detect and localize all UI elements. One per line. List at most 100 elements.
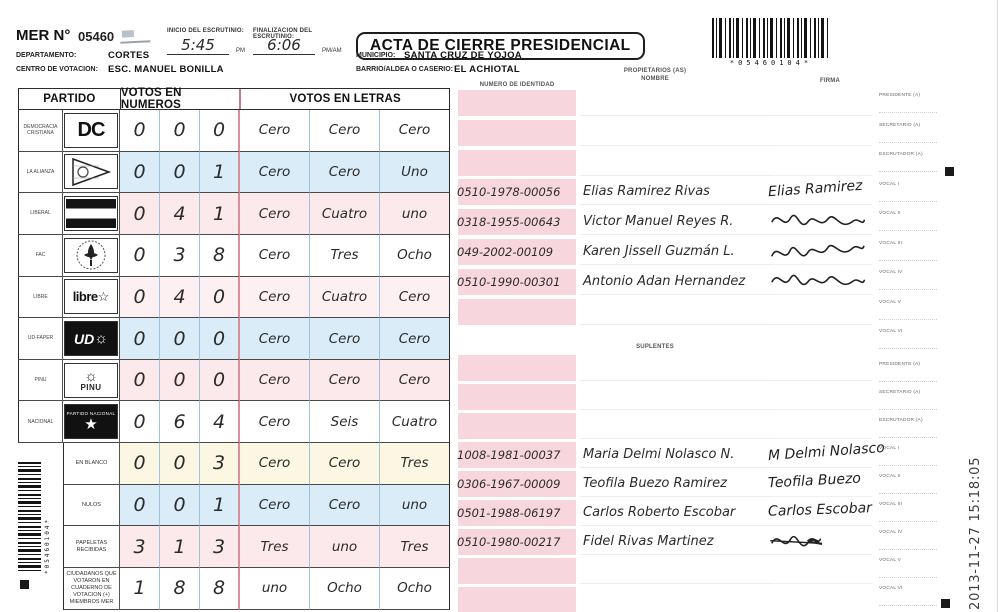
departamento-label: DEPARTAMENTO:	[16, 52, 77, 59]
handwritten-number: 0	[212, 285, 226, 308]
role-signature-line	[879, 591, 937, 606]
signature-scribble	[769, 529, 834, 561]
handwritten-number: 0	[133, 285, 146, 308]
handwritten-word: Cero	[328, 372, 361, 389]
handwritten-word: Cero	[328, 163, 361, 180]
id-box	[458, 442, 576, 468]
votes-word-cell: Ocho	[380, 568, 450, 610]
votes-number-cell: 8	[200, 234, 240, 277]
handwritten-word: Ocho	[397, 247, 432, 264]
handwritten-number: 1	[133, 577, 146, 600]
signature-scribble	[769, 267, 866, 301]
dc-logo: DC	[64, 112, 118, 148]
handwritten-number: 0	[133, 494, 146, 517]
role-label-vocal-i: VOCAL I	[879, 446, 937, 466]
votes-number-cell: 0	[160, 359, 200, 402]
handwritten-number: 0	[133, 119, 146, 142]
role-label-text: PRESIDENTE (A)	[879, 93, 921, 98]
member-name: Maria Delmi Nolasco N.	[583, 447, 735, 462]
name-line	[580, 558, 772, 584]
role-signature-line	[879, 507, 937, 522]
firma-line	[772, 587, 872, 612]
firma-line	[772, 120, 872, 146]
party-label: LA ALIANZA	[18, 151, 63, 194]
handwritten-word: Tres	[330, 247, 359, 264]
handwritten-word: Cero	[398, 330, 431, 347]
id-box	[458, 179, 576, 206]
role-signature-line	[879, 187, 937, 202]
votes-number-cell: 0	[160, 151, 200, 194]
votes-word-cell: uno	[380, 193, 450, 235]
fin-suffix: PM/AM	[322, 48, 342, 54]
votes-number-cell: 4	[160, 276, 200, 319]
votes-word-cell: uno	[240, 568, 310, 610]
firma-header: FIRMA	[820, 78, 840, 84]
role-label-text: SECRETARIO (A)	[879, 390, 921, 395]
libre-star-logo: libre ☆	[64, 279, 118, 315]
party-label: NACIONAL	[18, 401, 63, 444]
liberal-flag	[66, 199, 116, 229]
handwritten-number: 4	[173, 202, 186, 225]
votes-number-cell: 0	[120, 443, 160, 485]
role-label-text: VOCAL VI	[879, 329, 903, 334]
id-box	[458, 298, 576, 325]
handwritten-word: Cuatro	[321, 288, 368, 305]
votes-number-cell: 0	[200, 110, 240, 152]
id-column-header: NUMERO DE IDENTIDAD	[479, 82, 555, 88]
page-title: ACTA DE CIERRE PRESIDENCIAL	[356, 32, 645, 60]
handwritten-number: 0	[212, 369, 226, 392]
firma-line	[772, 529, 872, 555]
role-label-vocal-iv: VOCAL IV	[879, 270, 937, 290]
votes-number-cell: 4	[160, 193, 200, 235]
handwritten-word: Cero	[398, 288, 431, 305]
handwritten-word: Cero	[328, 455, 361, 472]
role-label-text: VOCAL III	[879, 240, 903, 246]
role-label-vocal-i: VOCAL I	[879, 182, 937, 202]
handwritten-number: 6	[173, 410, 186, 433]
votes-number-cell: 0	[120, 110, 160, 152]
role-label-vocal-v: VOCAL V	[879, 300, 937, 320]
suplentes-header: SUPLENTES	[636, 344, 674, 350]
votes-number-cell: 1	[160, 526, 200, 569]
handwritten-number: 0	[212, 327, 226, 350]
party-label: UD-FAPER	[18, 318, 63, 360]
role-label-vocal-ii: VOCAL II	[879, 474, 937, 494]
votes-number-cell: 4	[200, 401, 240, 444]
handwritten-number: 3	[133, 535, 146, 558]
table-header-row: PARTIDO VOTOS EN NUMEROS VOTOS EN LETRAS	[18, 87, 450, 111]
votes-number-cell: 0	[200, 276, 240, 319]
row-label: EN BLANCO	[63, 443, 120, 485]
role-signature-line	[879, 563, 937, 578]
firma-line	[772, 179, 872, 206]
party-label: LIBERAL	[18, 193, 63, 235]
votes-word-cell: Cero	[240, 234, 310, 277]
table-row: LIBRE libre ☆ 0 4 0 Cero Cuatro Cero	[18, 276, 450, 319]
votes-number-cell: 0	[120, 234, 160, 277]
role-label-text: ESCRUTADOR (A)	[879, 418, 923, 423]
table-row: LIBERAL 0 4 1 Cero Cuatro uno	[18, 193, 450, 235]
votes-word-cell: Cuatro	[310, 276, 380, 319]
role-signature-line	[879, 334, 937, 349]
name-line	[580, 413, 772, 439]
table-row: NACIONAL PARTIDO NACIONAL ★ 0 6 4 Cero Seis Cuat…	[18, 401, 450, 444]
propietarios-header: PROPIETARIOS (AS)	[623, 68, 687, 74]
name-line	[580, 179, 772, 206]
handwritten-word: Cuatro	[321, 205, 368, 222]
handwritten-number: 1	[212, 160, 226, 183]
firma-line	[772, 239, 872, 265]
role-signature-line	[879, 157, 937, 172]
member-name: Antonio Adan Hernandez	[583, 273, 746, 289]
name-line	[580, 269, 772, 295]
votes-number-cell: 3	[120, 526, 160, 569]
votes-word-cell: Cero	[310, 318, 380, 360]
votes-number-cell: 0	[120, 193, 160, 235]
handwritten-word: Cero	[258, 413, 291, 430]
table-row: PINU ☼ PINU 0 0 0 Cero Cero Cero	[18, 359, 450, 402]
handwritten-word: Cero	[328, 330, 361, 347]
votes-number-cell: 0	[120, 318, 160, 360]
registration-mark	[941, 599, 950, 608]
role-label-text: PRESIDENTE (A)	[879, 362, 921, 367]
handwritten-word: Cero	[258, 372, 291, 389]
party-logo-cell	[63, 151, 120, 194]
